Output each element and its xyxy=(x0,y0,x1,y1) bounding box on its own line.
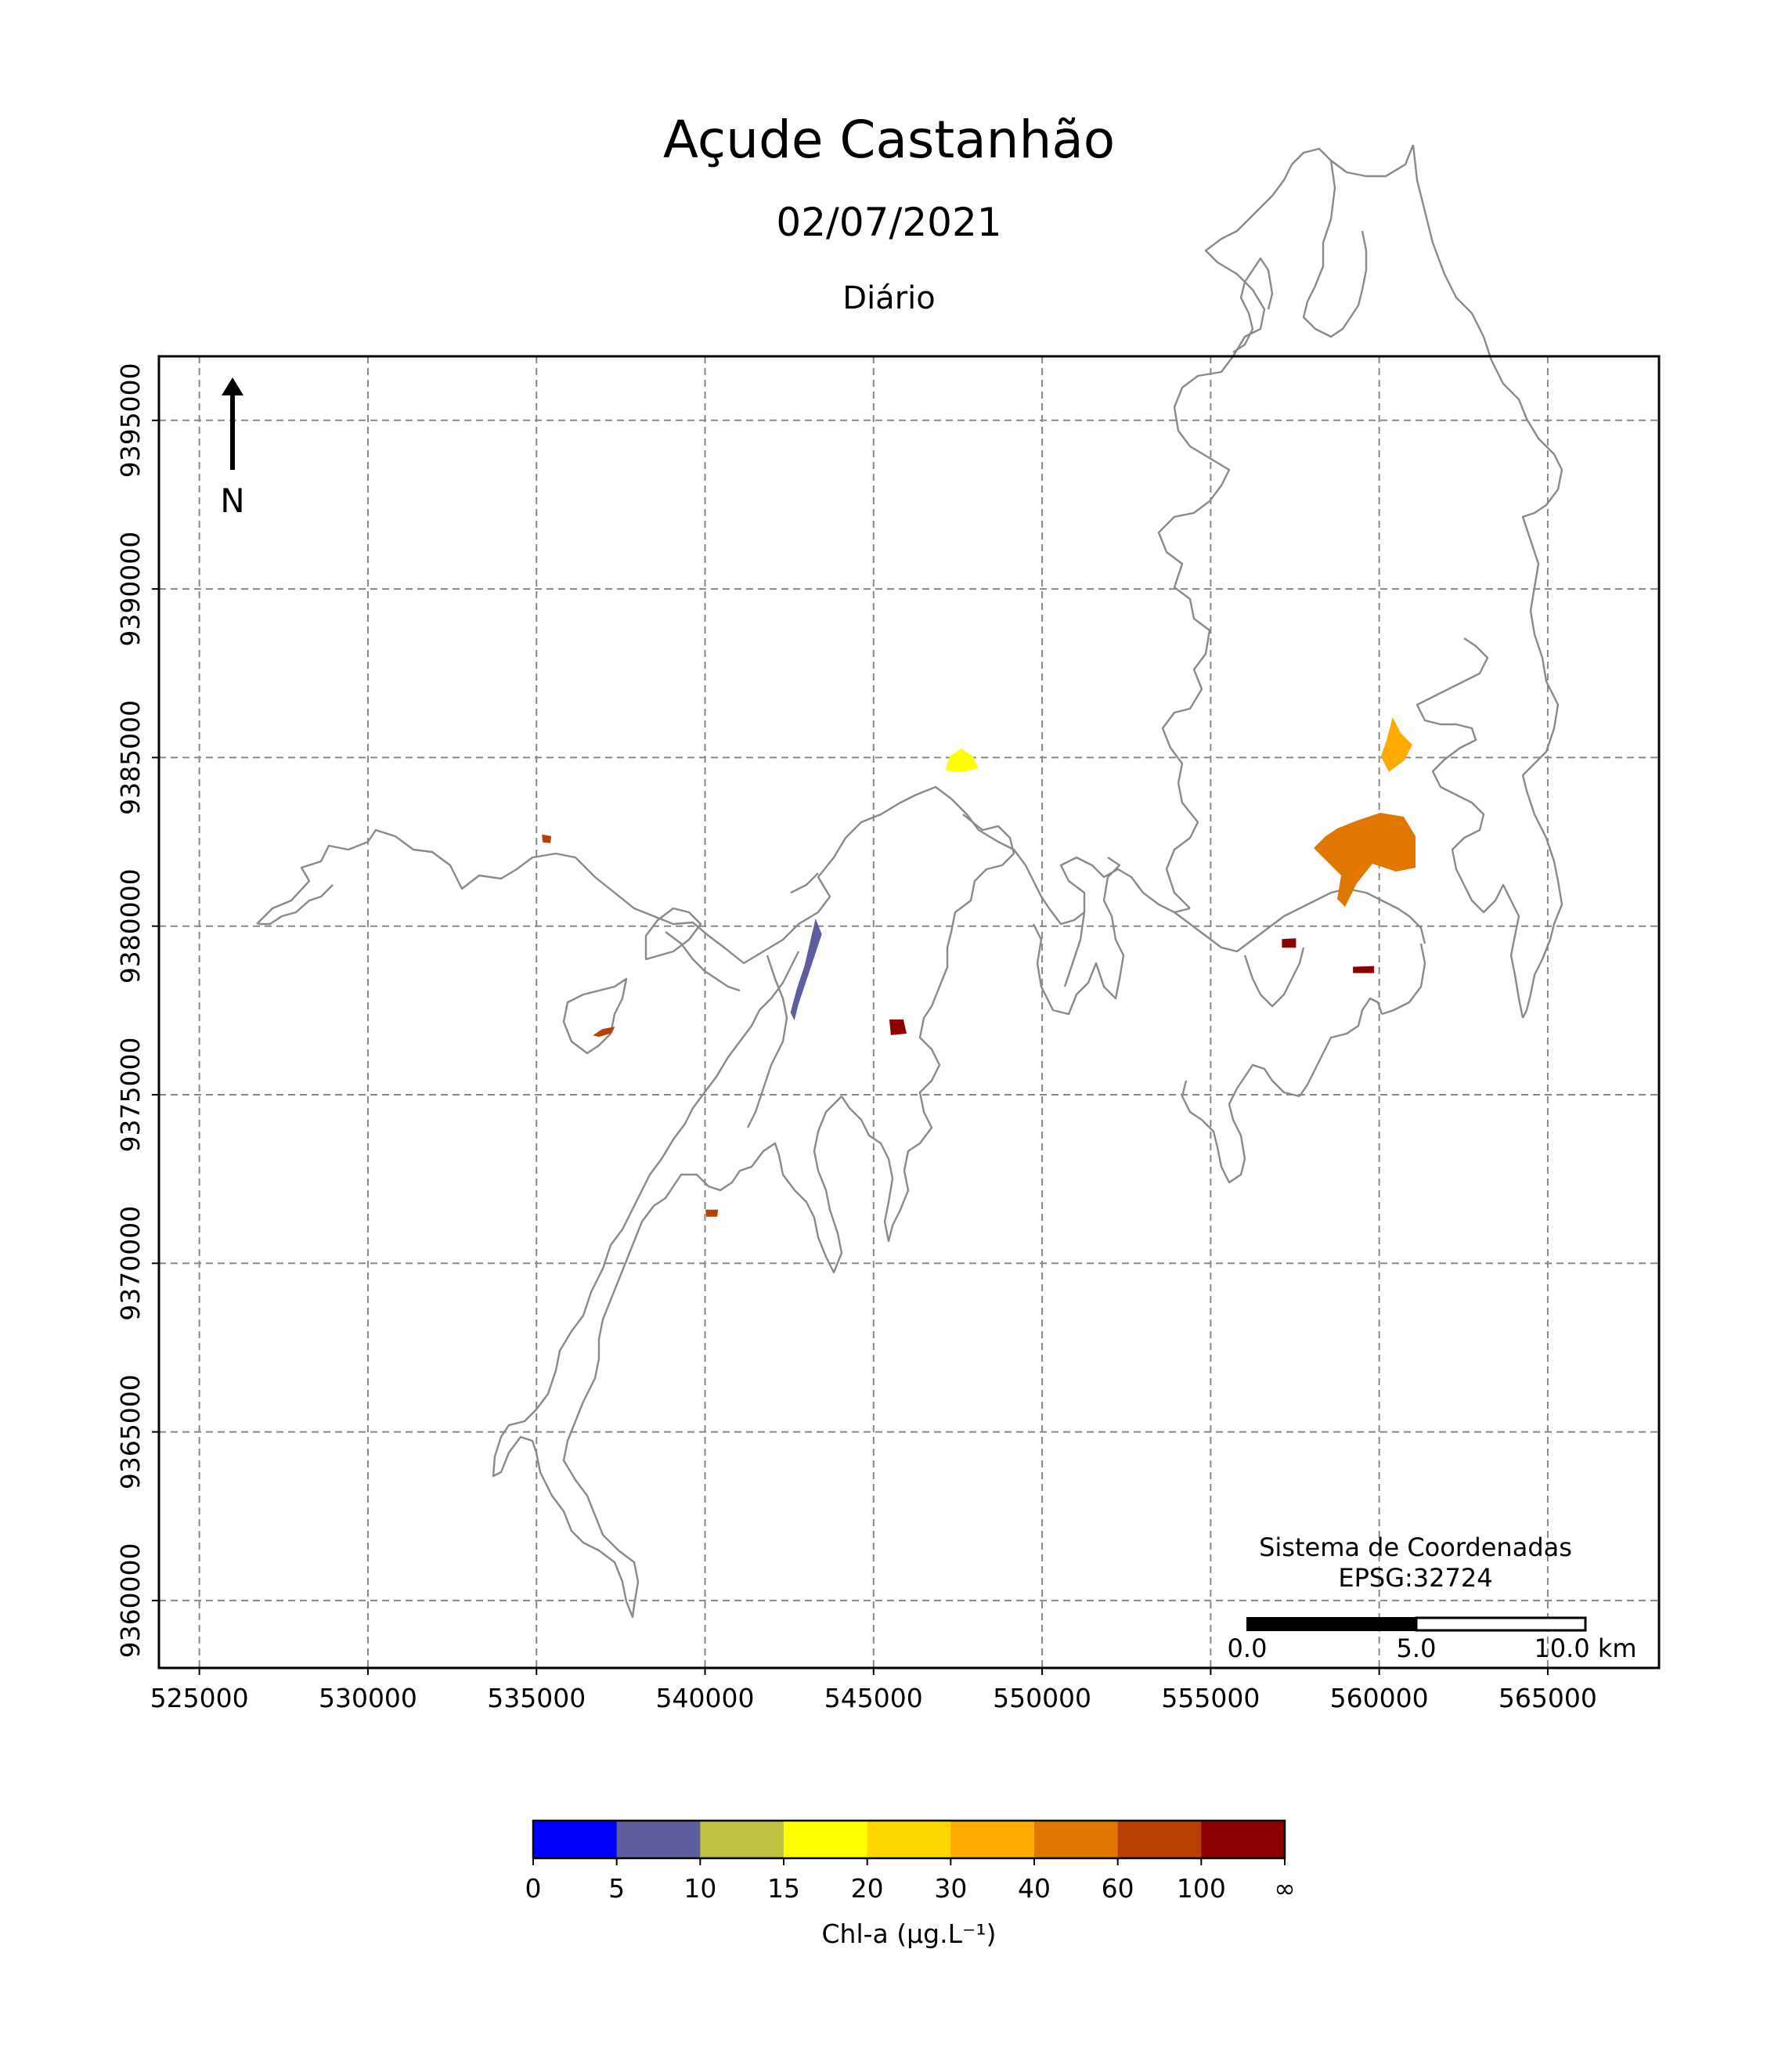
x-tick-label: 565000 xyxy=(1498,1683,1597,1713)
colorbar-swatch xyxy=(867,1821,951,1858)
chl-patch xyxy=(1314,812,1416,907)
colorbar-label: Chl-a (μg.L⁻¹) xyxy=(822,1919,997,1949)
y-tick-label: 9360000 xyxy=(115,1543,146,1658)
colorbar-tick-label: 30 xyxy=(934,1873,967,1904)
colorbar-tick-label: 60 xyxy=(1102,1873,1134,1904)
x-tick-label: 545000 xyxy=(824,1683,923,1713)
crs-line-1: Sistema de Coordenadas xyxy=(1259,1532,1572,1562)
chl-patch xyxy=(1353,966,1375,973)
x-tick-label: 540000 xyxy=(656,1683,755,1713)
colorbar-swatch xyxy=(784,1821,868,1858)
colorbar-swatch xyxy=(1117,1821,1202,1858)
colorbar-swatch xyxy=(533,1821,618,1858)
x-tick-label: 550000 xyxy=(993,1683,1091,1713)
north-arrow-icon xyxy=(222,377,243,470)
scale-label-0: 0.0 xyxy=(1228,1633,1268,1663)
colorbar-tick-label: 20 xyxy=(851,1873,884,1904)
x-tick-label: 525000 xyxy=(150,1683,249,1713)
colorbar xyxy=(533,1821,1286,1858)
chl-patch xyxy=(705,1209,719,1217)
chl-patch xyxy=(1282,938,1297,948)
map-frame xyxy=(157,355,1661,1670)
grid-lines xyxy=(159,356,1659,1668)
y-tick-label: 9370000 xyxy=(115,1206,146,1321)
north-label: N xyxy=(220,482,244,520)
colorbar-tick-label: 15 xyxy=(767,1873,800,1904)
colorbar-swatch xyxy=(1201,1821,1286,1858)
y-tick-label: 9365000 xyxy=(115,1374,146,1489)
scale-label-10: 10.0 km xyxy=(1534,1633,1636,1663)
colorbar-ticks: 0 5 10 15 20 30 40 60 100 ∞ xyxy=(525,1858,1296,1904)
scale-label-5: 5.0 xyxy=(1397,1633,1437,1663)
x-tick-label: 535000 xyxy=(487,1683,586,1713)
chlorophyll-patches xyxy=(542,717,1416,1217)
colorbar-swatch xyxy=(1034,1821,1119,1858)
chl-patch xyxy=(889,1019,907,1035)
y-tick-label: 9385000 xyxy=(115,700,146,815)
colorbar-swatch xyxy=(950,1821,1035,1858)
y-axis-ticks: 9360000 9365000 9370000 9375000 9380000 93850… xyxy=(115,363,159,1658)
x-axis-ticks: 525000 530000 535000 540000 545000 550000 5550… xyxy=(150,1668,1597,1713)
chl-patch xyxy=(1380,717,1412,772)
map-period: Diário xyxy=(842,280,936,316)
y-tick-label: 9375000 xyxy=(115,1038,146,1153)
chl-patch xyxy=(945,749,979,773)
chl-patch xyxy=(790,918,822,1020)
y-tick-label: 9390000 xyxy=(115,532,146,647)
colorbar-tick-label: ∞ xyxy=(1274,1873,1296,1904)
colorbar-tick-label: 10 xyxy=(683,1873,716,1904)
colorbar-swatch xyxy=(616,1821,701,1858)
y-tick-label: 9380000 xyxy=(115,868,146,984)
chl-patch xyxy=(542,834,552,843)
x-tick-label: 530000 xyxy=(319,1683,417,1713)
chl-patch xyxy=(593,1027,615,1038)
crs-line-2: EPSG:32724 xyxy=(1338,1563,1492,1593)
colorbar-tick-label: 100 xyxy=(1177,1873,1226,1904)
map-date: 02/07/2021 xyxy=(776,200,1002,245)
y-tick-label: 9395000 xyxy=(115,363,146,478)
x-tick-label: 555000 xyxy=(1161,1683,1260,1713)
colorbar-tick-label: 5 xyxy=(608,1873,625,1904)
scale-bar xyxy=(1246,1616,1587,1632)
colorbar-tick-label: 40 xyxy=(1018,1873,1051,1904)
x-tick-label: 560000 xyxy=(1330,1683,1429,1713)
reservoir-shoreline xyxy=(256,144,1563,1619)
colorbar-tick-label: 0 xyxy=(525,1873,542,1904)
map-title: Açude Castanhão xyxy=(662,110,1116,170)
colorbar-swatch xyxy=(700,1821,784,1858)
colorbar-frame xyxy=(532,1819,1286,1860)
